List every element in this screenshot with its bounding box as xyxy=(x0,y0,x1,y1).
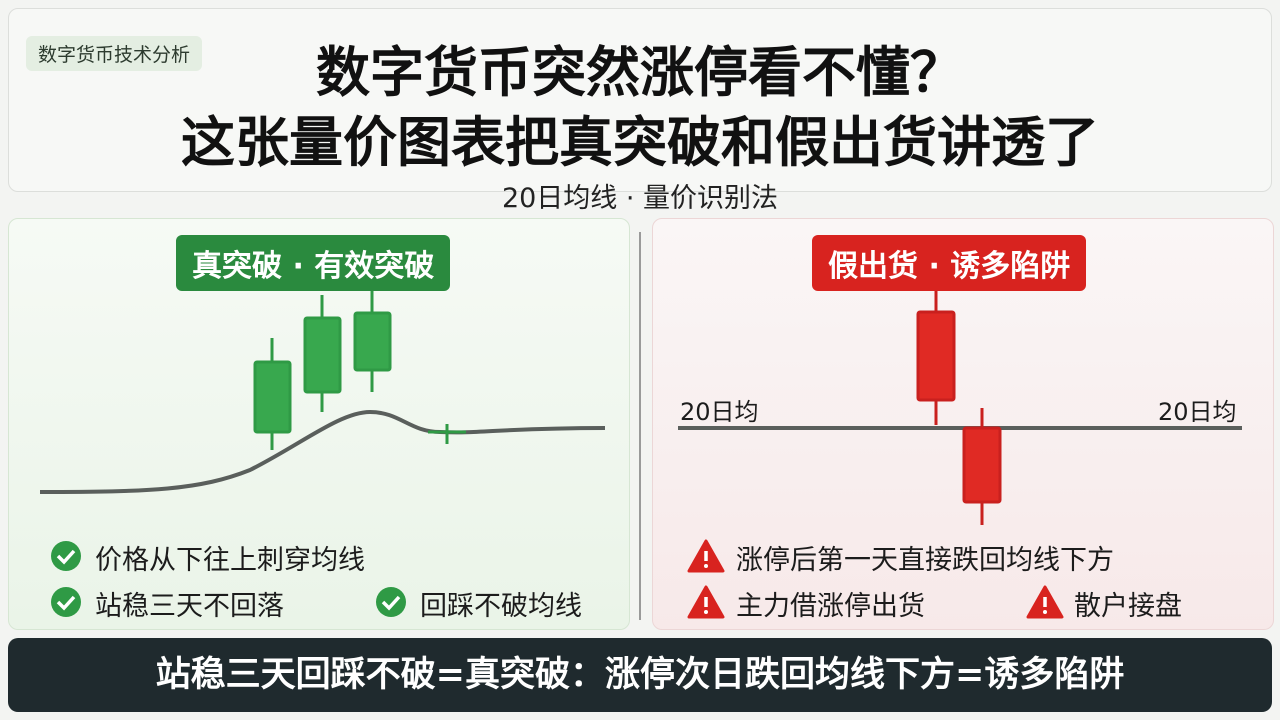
title-line: 这张量价图表把真突破和假出货讲透了 xyxy=(181,111,1099,174)
point: 涨停后第一天直接跌回均线下方 xyxy=(736,545,1114,576)
point: 回踩不破均线 xyxy=(420,591,582,622)
tag: 数字货币技术分析 xyxy=(26,36,203,71)
warning-icons xyxy=(687,539,1064,619)
point: 价格从下往上刺穿均线 xyxy=(95,545,365,576)
red-candles xyxy=(916,290,1002,525)
point: 散户接盘 xyxy=(1074,591,1182,622)
point: 主力借涨停出货 xyxy=(736,591,925,622)
ma-line xyxy=(39,409,606,494)
footer-banner: 站稳三天回踩不破=真突破：涨停次日跌回均线下方=诱多陷阱 xyxy=(8,638,1272,712)
point: 站稳三天不回落 xyxy=(95,591,284,622)
subtitle: 20日均线 · 量价识别法 xyxy=(501,183,779,214)
green-candles xyxy=(253,290,466,450)
ma-label: 20日均 xyxy=(1158,398,1237,426)
header-box xyxy=(8,8,1272,192)
check-icons xyxy=(51,541,406,617)
left-badge: 真突破 · 有效突破 xyxy=(176,235,451,291)
right-badge: 假出货 · 诱多陷阱 xyxy=(812,235,1087,291)
ma-label: 20日均 xyxy=(680,398,759,426)
title-line: 数字货币突然涨停看不懂？ xyxy=(316,41,964,104)
